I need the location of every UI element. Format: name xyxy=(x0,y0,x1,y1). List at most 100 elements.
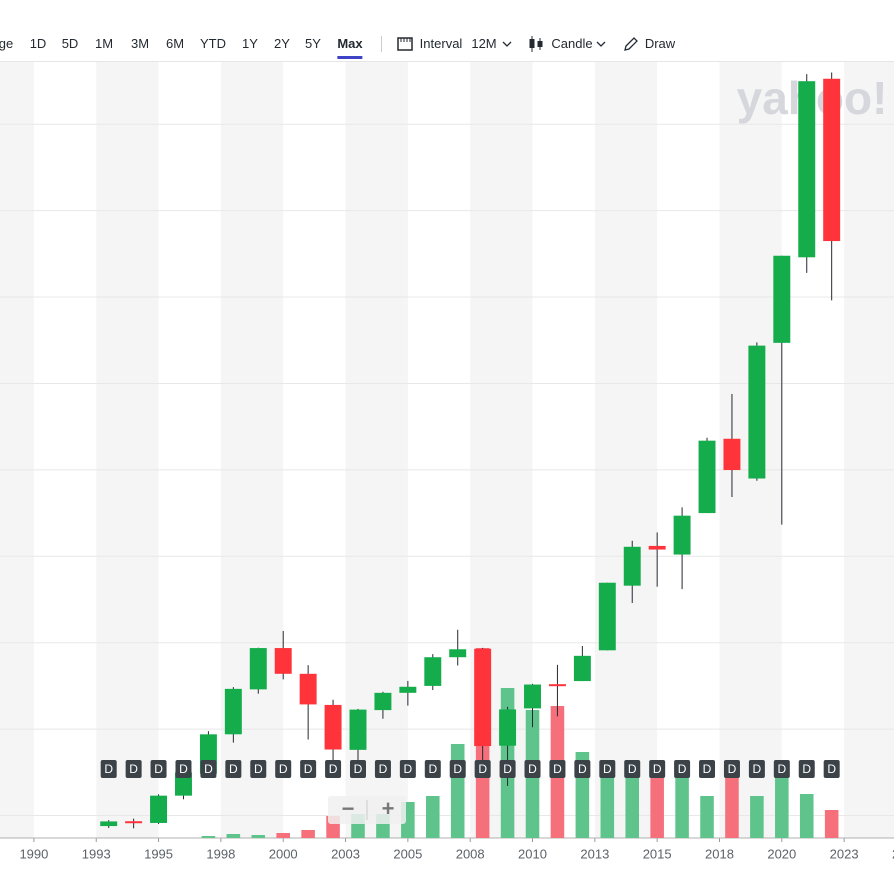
dividend-marker[interactable] xyxy=(275,760,292,778)
x-tick-label: 1998 xyxy=(206,846,235,861)
draw-button[interactable]: Draw xyxy=(644,36,676,51)
range-button[interactable]: YTD xyxy=(200,36,226,51)
dividend-marker[interactable] xyxy=(649,760,666,778)
dividend-marker[interactable] xyxy=(100,760,117,778)
dividend-label: D xyxy=(279,762,288,776)
dividend-label: D xyxy=(777,762,786,776)
dividend-marker[interactable] xyxy=(599,760,616,778)
candle-body xyxy=(449,649,467,658)
dividend-marker[interactable] xyxy=(549,760,566,778)
interval-value[interactable]: 12M xyxy=(471,36,497,51)
dividend-marker[interactable] xyxy=(250,760,267,778)
dividend-marker[interactable] xyxy=(150,760,167,778)
volume-bar xyxy=(725,776,739,838)
dividend-label: D xyxy=(179,762,188,776)
candle-body xyxy=(773,255,791,343)
range-button[interactable]: ge xyxy=(0,36,14,51)
dividend-marker[interactable] xyxy=(823,760,840,778)
x-tick-label: 2013 xyxy=(580,846,609,861)
candle-body xyxy=(524,684,541,709)
dividend-marker[interactable] xyxy=(449,760,466,778)
dividend-marker[interactable] xyxy=(399,760,416,778)
dividend-label: D xyxy=(304,762,313,776)
x-tick-label: 2003 xyxy=(331,846,360,861)
dividend-marker[interactable] xyxy=(699,760,716,778)
dividend-marker[interactable] xyxy=(748,760,765,778)
range-button[interactable]: 1D xyxy=(29,36,47,51)
separator xyxy=(381,36,382,52)
dividend-label: D xyxy=(204,762,213,776)
range-button[interactable]: Max xyxy=(337,36,363,59)
dividend-marker[interactable] xyxy=(300,760,317,778)
caret xyxy=(502,41,512,47)
range-button[interactable]: 2Y xyxy=(274,36,290,51)
draw-icon xyxy=(624,37,638,51)
dividend-marker[interactable] xyxy=(175,760,192,778)
volume-bar xyxy=(201,836,216,838)
volume-bar xyxy=(301,830,315,838)
dividend-marker[interactable] xyxy=(798,760,815,778)
volume-bar xyxy=(251,835,266,838)
volume-bar xyxy=(276,833,290,838)
dividend-marker[interactable] xyxy=(723,760,740,778)
dividend-marker[interactable] xyxy=(200,760,217,778)
dividend-marker[interactable] xyxy=(773,760,790,778)
x-tick-label: 2008 xyxy=(456,846,485,861)
dividend-label: D xyxy=(404,762,413,776)
candle-body xyxy=(125,821,143,824)
interval-label[interactable]: Interval xyxy=(419,36,463,51)
candle-body xyxy=(150,795,168,823)
zoom-in[interactable]: + xyxy=(382,796,395,821)
dividend-marker[interactable] xyxy=(225,760,242,778)
volume-bar xyxy=(799,794,814,838)
dividend-marker[interactable] xyxy=(474,760,491,778)
dividend-label: D xyxy=(653,762,662,776)
caret xyxy=(596,41,606,47)
x-tick-label: 2018 xyxy=(705,846,734,861)
interval-icon xyxy=(397,37,413,51)
candle-body xyxy=(723,438,741,471)
range-button[interactable]: 6M xyxy=(165,36,185,51)
dividend-marker[interactable] xyxy=(674,760,691,778)
dividend-label: D xyxy=(703,762,712,776)
range-button[interactable]: 5Y xyxy=(305,36,321,51)
band xyxy=(594,62,658,838)
candle-body xyxy=(573,655,591,682)
dividend-marker[interactable] xyxy=(125,760,142,778)
candle-icon xyxy=(529,36,543,52)
dividend-label: D xyxy=(354,762,363,776)
volume-bar xyxy=(226,834,241,838)
dividend-marker[interactable] xyxy=(574,760,591,778)
candle-body xyxy=(224,688,242,735)
candle-body xyxy=(673,515,691,555)
x-tick-label: 1995 xyxy=(144,846,173,861)
volume-bar xyxy=(600,776,615,838)
range-button[interactable]: 1Y xyxy=(242,36,258,51)
zoom-out[interactable]: − xyxy=(342,796,355,821)
dividend-marker[interactable] xyxy=(374,760,391,778)
dividend-marker[interactable] xyxy=(524,760,541,778)
dividend-marker[interactable] xyxy=(325,760,342,778)
band xyxy=(844,62,894,838)
dividend-label: D xyxy=(678,762,687,776)
dividend-label: D xyxy=(553,762,562,776)
dividend-label: D xyxy=(802,762,811,776)
range-button[interactable]: 5D xyxy=(61,36,79,51)
x-tick-label: 2000 xyxy=(269,846,298,861)
dividend-marker[interactable] xyxy=(499,760,516,778)
range-button[interactable]: 1M xyxy=(94,36,114,51)
volume-bar xyxy=(700,796,714,838)
candle-body xyxy=(374,692,392,711)
dividend-label: D xyxy=(827,762,836,776)
dividend-marker[interactable] xyxy=(349,760,366,778)
candle-body xyxy=(324,704,342,750)
chart-type[interactable]: Candle xyxy=(551,36,593,51)
candle-body xyxy=(349,709,367,750)
candle-body xyxy=(175,772,192,796)
candle-body xyxy=(299,673,317,705)
range-button[interactable]: 3M xyxy=(130,36,150,51)
candle-body xyxy=(424,657,442,686)
dividend-marker[interactable] xyxy=(424,760,441,778)
dividend-marker[interactable] xyxy=(624,760,641,778)
